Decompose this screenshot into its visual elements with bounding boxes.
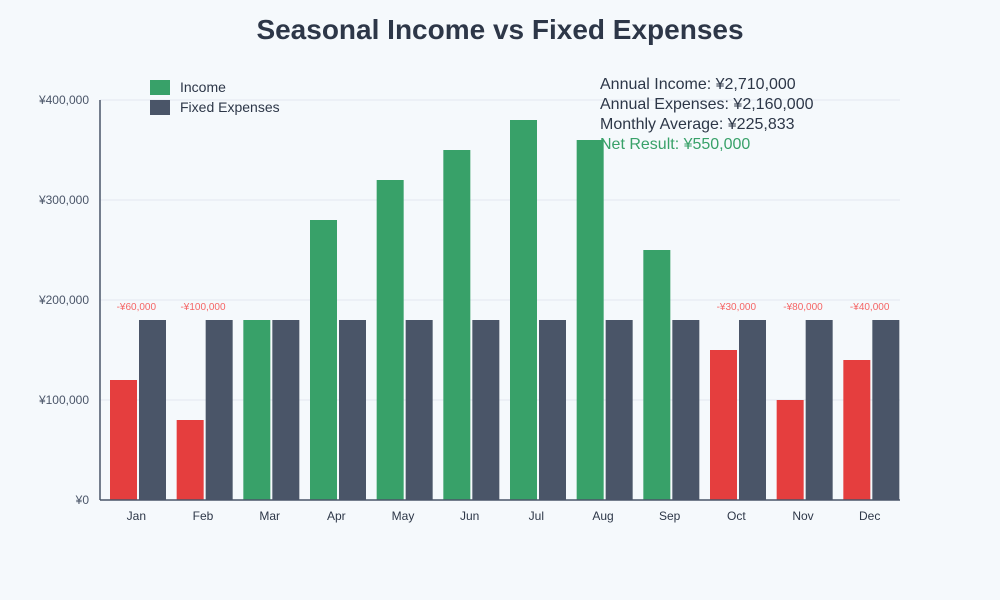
- y-tick-label: ¥400,000: [38, 93, 89, 107]
- expense-bar: [739, 320, 766, 500]
- x-tick-label: Apr: [327, 509, 346, 523]
- legend-swatch: [150, 80, 170, 95]
- x-tick-label: Oct: [727, 509, 746, 523]
- income-bar: [176, 420, 204, 500]
- x-tick-label: Dec: [859, 509, 880, 523]
- income-bar: [643, 250, 671, 500]
- legend-label: Income: [180, 79, 226, 95]
- x-tick-label: Mar: [259, 509, 280, 523]
- income-bar: [376, 180, 404, 500]
- expense-bar: [539, 320, 566, 500]
- chart-title: Seasonal Income vs Fixed Expenses: [256, 14, 744, 45]
- income-bar: [310, 220, 337, 500]
- x-tick-label: May: [392, 509, 415, 523]
- income-bar: [576, 140, 604, 500]
- deficit-label: -¥40,000: [850, 302, 890, 313]
- income-bar: [843, 360, 871, 500]
- deficit-label: -¥80,000: [783, 302, 823, 313]
- y-tick-label: ¥0: [75, 493, 90, 507]
- income-bar: [243, 320, 271, 500]
- annual-income: Annual Income: ¥2,710,000: [600, 76, 796, 93]
- annual-expenses: Annual Expenses: ¥2,160,000: [600, 96, 814, 113]
- x-tick-label: Jul: [529, 509, 544, 523]
- y-tick-label: ¥200,000: [38, 293, 89, 307]
- x-tick-label: Feb: [193, 509, 214, 523]
- expense-bar: [672, 320, 700, 500]
- x-tick-label: Jan: [127, 509, 146, 523]
- income-bar: [510, 120, 537, 500]
- summary-stats: Annual Income: ¥2,710,000 Annual Expense…: [600, 75, 814, 155]
- legend-label: Fixed Expenses: [180, 99, 280, 115]
- net-result: Net Result: ¥550,000: [600, 136, 751, 153]
- income-bar: [776, 400, 804, 500]
- expense-bar: [605, 320, 633, 500]
- deficit-label: -¥30,000: [717, 302, 757, 313]
- expense-bar: [339, 320, 366, 500]
- income-bar: [110, 380, 137, 500]
- expense-bar: [472, 320, 500, 500]
- deficit-label: -¥60,000: [117, 302, 157, 313]
- x-tick-label: Nov: [792, 509, 813, 523]
- x-tick-label: Aug: [592, 509, 613, 523]
- income-bar: [443, 150, 471, 500]
- legend-swatch: [150, 100, 170, 115]
- expense-bar: [872, 320, 900, 500]
- expense-bar: [139, 320, 166, 500]
- y-tick-label: ¥100,000: [38, 393, 89, 407]
- expense-bar: [272, 320, 300, 500]
- x-tick-label: Jun: [460, 509, 479, 523]
- monthly-average: Monthly Average: ¥225,833: [600, 116, 795, 133]
- x-tick-label: Sep: [659, 509, 681, 523]
- expense-bar: [805, 320, 833, 500]
- expense-bar: [405, 320, 433, 500]
- income-bar: [710, 350, 737, 500]
- y-tick-label: ¥300,000: [38, 193, 89, 207]
- deficit-label: -¥100,000: [180, 302, 225, 313]
- expense-bar: [205, 320, 233, 500]
